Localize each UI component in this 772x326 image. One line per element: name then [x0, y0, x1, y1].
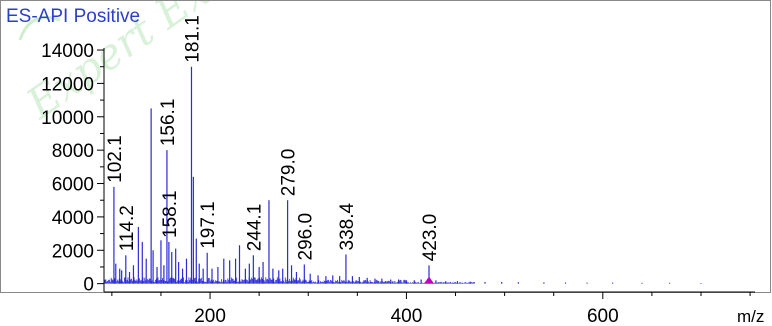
y-tick-label: 2000 [52, 241, 94, 262]
y-tick-label: 0 [83, 275, 94, 296]
peak-label: 244.1 [244, 204, 265, 252]
peak-label: 423.0 [420, 214, 441, 262]
peak-label: 102.1 [105, 135, 126, 183]
peak-label: 181.1 [182, 15, 203, 63]
peak-labels: 102.1 114.2 156.1 158.1 181.1 197.1 244.1 279.0… [105, 15, 441, 261]
chart-title: ES-API Positive [6, 6, 140, 27]
peak-label: 279.0 [279, 149, 300, 197]
peak-label: 296.0 [295, 213, 316, 261]
peak-label: 114.2 [117, 205, 138, 251]
peak-label: 197.1 [198, 201, 219, 249]
x-tick-label: 600 [587, 306, 619, 326]
x-tick-label: 400 [391, 306, 423, 326]
axes: 0 2000 4000 6000 8000 10000 12000 14000 200 400 60… [41, 41, 755, 326]
watermark-swoosh [18, 16, 61, 41]
y-tick-label: 8000 [52, 141, 94, 162]
peak-marker [424, 276, 435, 284]
y-tick-label: 14000 [41, 41, 94, 62]
spectrum-peaks [104, 66, 702, 284]
y-tick-label: 4000 [52, 208, 94, 229]
y-tick-label: 12000 [41, 74, 94, 95]
x-tick-label: 200 [194, 306, 226, 326]
y-tick-label: 10000 [41, 108, 94, 129]
y-tick-label: 6000 [52, 175, 94, 196]
peak-label: 338.4 [337, 202, 358, 250]
x-axis-unit-label: m/z [737, 307, 764, 326]
peak-label: 158.1 [160, 190, 181, 238]
peak-label: 156.1 [158, 99, 179, 147]
